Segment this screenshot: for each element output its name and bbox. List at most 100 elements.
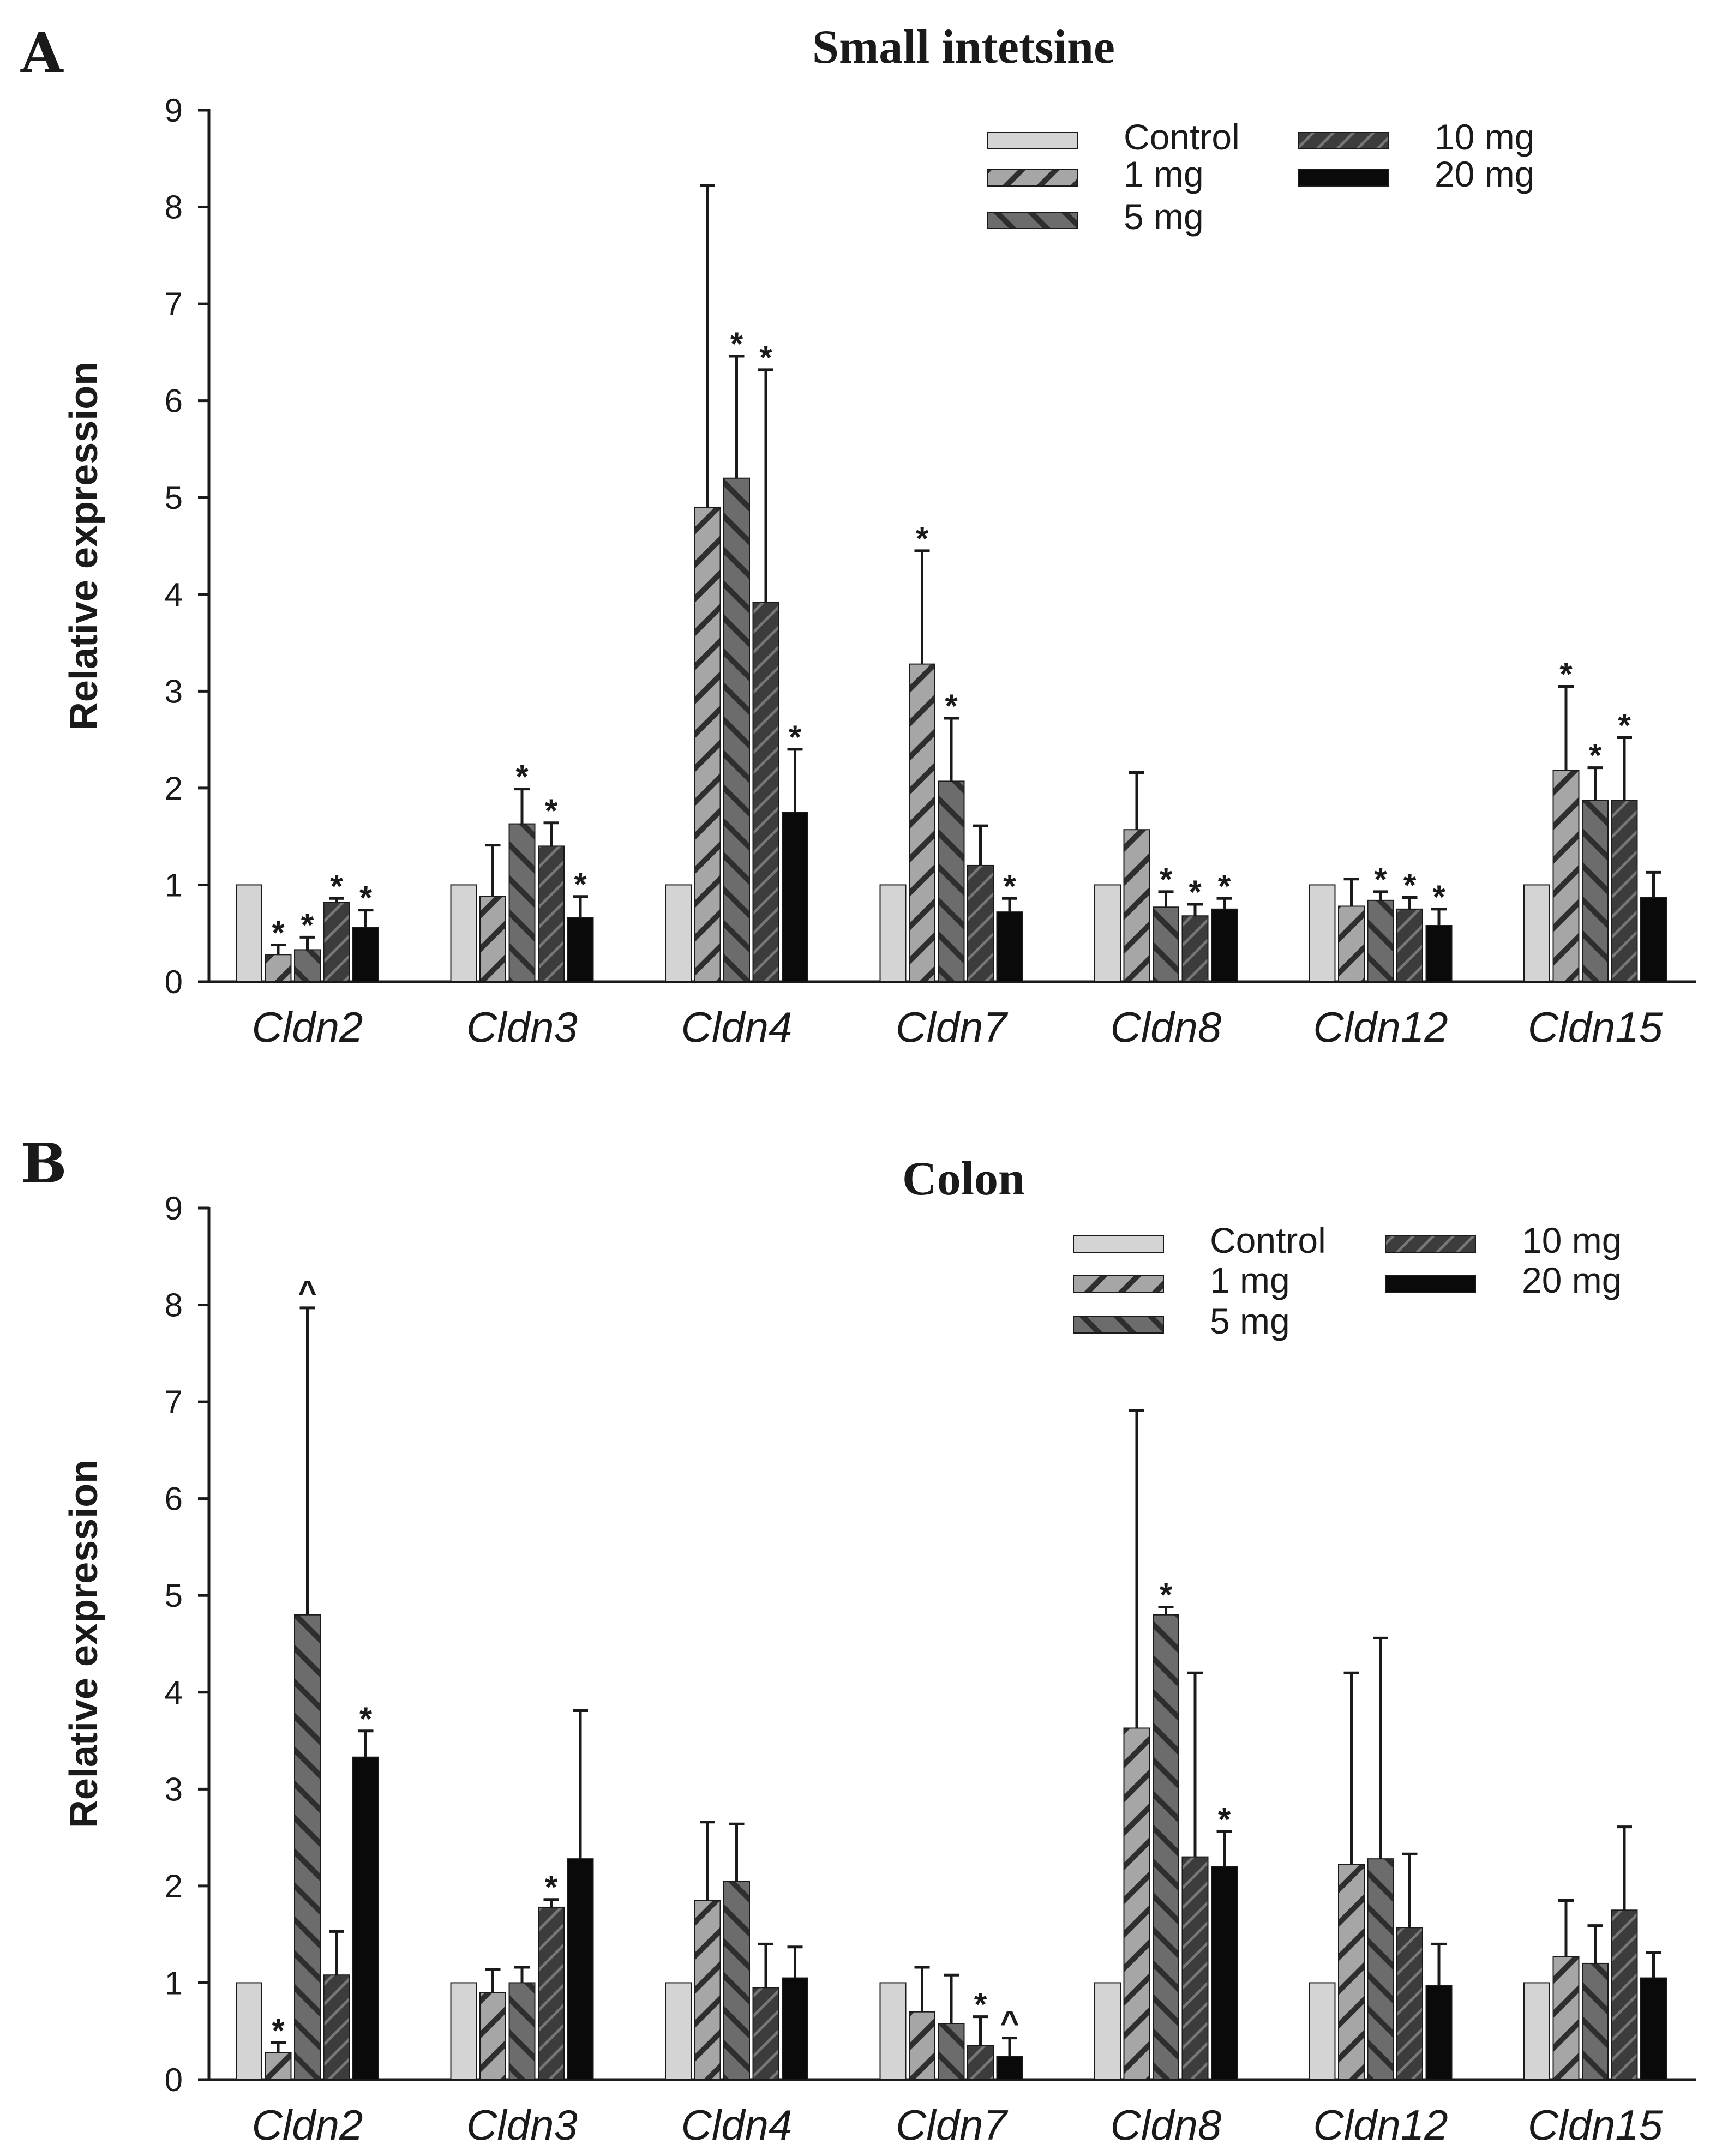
y-tick-label: 1: [165, 867, 183, 903]
bar-10-mg-cldn12: [1396, 908, 1423, 983]
bar-20-mg-cldn12: [1425, 925, 1453, 983]
legend-label-control: Control: [1210, 1220, 1326, 1260]
y-tick-label: 5: [165, 479, 183, 516]
significance-mark: *: [1160, 1577, 1173, 1613]
y-tick-label: 6: [165, 1481, 183, 1517]
bar-10-mg-cldn2: [323, 902, 350, 982]
legend-swatch-20-mg: [1385, 1275, 1476, 1293]
bar-group-cldn15: [1523, 1825, 1667, 2081]
y-tick-label: 0: [165, 964, 183, 1000]
significance-mark: *: [1618, 707, 1631, 744]
bar-20-mg-cldn2: [352, 1756, 379, 2080]
bar-20-mg-cldn8: [1211, 908, 1238, 983]
bar-1-mg-cldn7: [909, 2011, 935, 2081]
legend-swatch-1-mg: [987, 169, 1078, 187]
y-tick-label: 8: [165, 189, 183, 226]
bar-20-mg-cldn2: [352, 927, 379, 982]
y-tick-label: 3: [165, 1771, 183, 1807]
bar-5-mg-cldn12: [1367, 899, 1394, 983]
legend-swatch-1-mg: [1073, 1275, 1164, 1293]
significance-mark: *: [545, 792, 558, 829]
significance-mark: *: [789, 719, 802, 755]
significance-mark: *: [359, 880, 373, 916]
bar-10-mg-cldn3: [538, 845, 565, 983]
significance-mark: *: [1374, 861, 1387, 898]
bar-1-mg-cldn3: [479, 896, 506, 982]
bar-group-cldn8: **: [1094, 1409, 1238, 2081]
bar-5-mg-cldn15: [1582, 800, 1609, 982]
bar-group-cldn12: [1309, 1636, 1453, 2080]
bar-10-mg-cldn15: [1611, 1909, 1638, 2081]
x-tick-label: Cldn4: [681, 1003, 793, 1051]
bar-10-mg-cldn8: [1181, 915, 1209, 982]
bar-control-cldn7: [879, 1982, 907, 2080]
bar-5-mg-cldn3: [508, 823, 536, 983]
y-tick-label: 4: [165, 576, 183, 613]
bar-control-cldn8: [1094, 884, 1121, 983]
significance-mark: *: [515, 759, 529, 795]
chart-title: Small intetsine: [812, 21, 1115, 74]
legend-label-20-mg: 20 mg: [1522, 1260, 1622, 1300]
bar-20-mg-cldn3: [567, 917, 594, 983]
bar-20-mg-cldn12: [1425, 1985, 1453, 2080]
chart-title: Colon: [902, 1152, 1025, 1205]
significance-mark: *: [1218, 868, 1231, 904]
bar-1-mg-cldn7: [909, 663, 935, 982]
y-axis-label: Relative expression: [62, 362, 106, 730]
bar-10-mg-cldn2: [323, 1974, 350, 2080]
significance-mark: *: [945, 688, 958, 724]
y-tick-label: 9: [165, 92, 183, 129]
significance-mark: *: [301, 906, 314, 943]
significance-mark: ^: [1000, 2004, 1019, 2041]
significance-mark: *: [1160, 861, 1173, 898]
legend-label-control: Control: [1124, 117, 1240, 157]
x-tick-label: Cldn4: [681, 2101, 793, 2149]
bar-control-cldn3: [450, 1982, 477, 2080]
x-tick-label: Cldn2: [252, 2101, 363, 2149]
bar-10-mg-cldn8: [1181, 1856, 1209, 2081]
significance-mark: *: [330, 868, 343, 904]
legend-swatch-20-mg: [1298, 169, 1389, 187]
bar-5-mg-cldn8: [1153, 906, 1179, 982]
x-tick-label: Cldn15: [1528, 2101, 1663, 2149]
bar-1-mg-cldn12: [1338, 1864, 1365, 2080]
bar-10-mg-cldn3: [538, 1906, 565, 2081]
y-tick-label: 5: [165, 1577, 183, 1614]
bar-1-mg-cldn3: [479, 1992, 506, 2080]
bar-control-cldn2: [236, 884, 262, 983]
bar-10-mg-cldn15: [1611, 800, 1638, 982]
y-tick-label: 7: [165, 1384, 183, 1420]
bar-1-mg-cldn12: [1338, 905, 1365, 983]
bar-control-cldn12: [1309, 1982, 1336, 2080]
x-tick-label: Cldn12: [1313, 2101, 1448, 2149]
legend-swatch-5-mg: [1073, 1316, 1164, 1334]
bar-1-mg-cldn2: [265, 954, 292, 982]
bar-group-cldn7: * ^: [879, 1966, 1023, 2081]
bar-group-cldn4: [665, 1821, 808, 2081]
legend-label-1-mg: 1 mg: [1124, 154, 1204, 194]
bar-control-cldn12: [1309, 884, 1336, 983]
bar-5-mg-cldn4: [723, 1881, 750, 2081]
legend-label-20-mg: 20 mg: [1435, 154, 1534, 194]
significance-mark: *: [359, 1701, 373, 1737]
bar-20-mg-cldn3: [567, 1858, 594, 2080]
bar-control-cldn8: [1094, 1982, 1121, 2080]
bar-20-mg-cldn15: [1640, 1977, 1667, 2080]
bar-group-cldn15: * * *: [1523, 656, 1667, 983]
bar-20-mg-cldn4: [782, 1977, 808, 2080]
bar-10-mg-cldn4: [752, 1987, 779, 2081]
bar-20-mg-cldn7: [996, 2056, 1023, 2081]
bar-5-mg-cldn2: [294, 1614, 321, 2081]
bar-5-mg-cldn4: [723, 477, 750, 982]
significance-mark: *: [1559, 656, 1573, 692]
bar-group-cldn2: * ^ *: [236, 1274, 379, 2081]
y-tick-label: 1: [165, 1965, 183, 2001]
significance-mark: *: [1218, 1801, 1231, 1837]
significance-mark: *: [759, 339, 772, 376]
x-tick-label: Cldn7: [896, 2101, 1008, 2149]
bar-10-mg-cldn4: [752, 601, 779, 982]
